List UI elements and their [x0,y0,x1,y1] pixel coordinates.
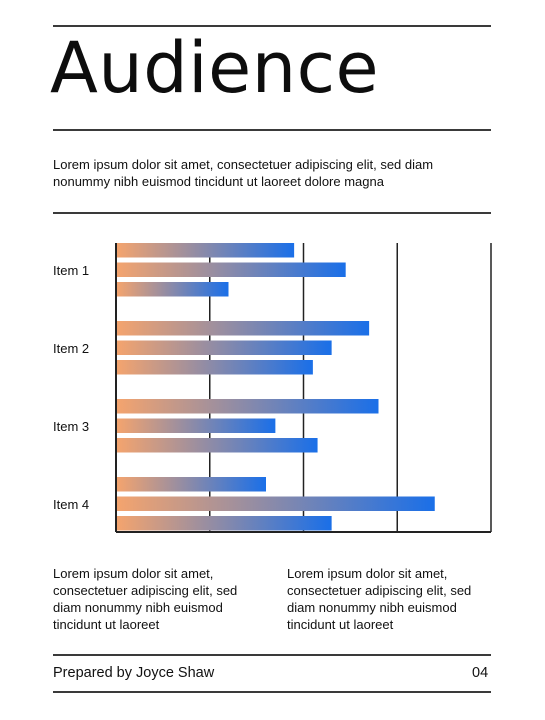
bar-item-4-2 [117,496,435,511]
bar-item-1-3 [117,282,229,297]
bar-item-3-2 [117,418,276,433]
page-number: 04 [472,665,489,681]
category-labels: Item 1 Item 2 Item 3 Item 4 [53,263,89,512]
bar-item-2-1 [117,321,370,336]
bar-item-1-1 [117,243,295,258]
bar-item-3-1 [117,399,379,414]
bar-item-2-2 [117,340,332,355]
text-column-right: Lorem ipsum dolor sit amet, consectetuer… [287,566,472,632]
bar-item-1-2 [117,262,346,277]
category-label: Item 3 [53,419,89,434]
intro-rule [53,212,491,214]
bar-item-4-3 [117,516,332,531]
bar-item-4-1 [117,477,266,492]
category-label: Item 4 [53,497,89,512]
top-rule [53,25,491,27]
page-title: Audience [50,27,380,109]
category-label: Item 1 [53,263,89,278]
bar-item-3-3 [117,438,318,453]
bar-item-2-3 [117,360,313,375]
title-rule [53,129,491,131]
bars [117,243,435,531]
footer-rule-top [53,654,491,656]
prepared-by: Prepared by Joyce Shaw [53,665,215,681]
text-column-left: Lorem ipsum dolor sit amet, consectetuer… [53,566,238,632]
intro-text: Lorem ipsum dolor sit amet, consectetuer… [53,157,434,189]
category-label: Item 2 [53,341,89,356]
footer-rule-bottom [53,691,491,693]
